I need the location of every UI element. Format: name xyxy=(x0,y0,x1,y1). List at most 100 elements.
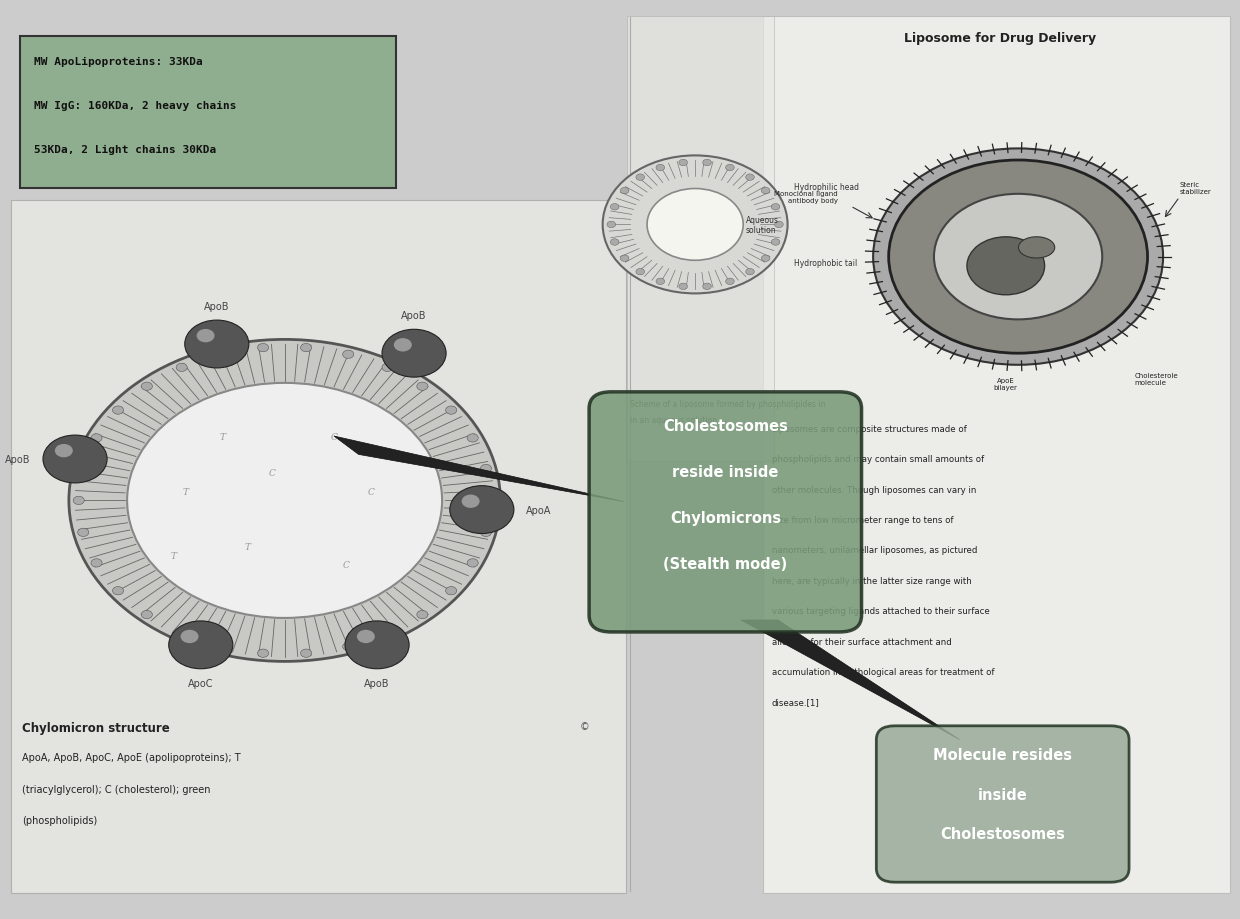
Text: nanometers, unilamellar liposomes, as pictured: nanometers, unilamellar liposomes, as pi… xyxy=(771,546,977,555)
Text: phospholipids and may contain small amounts of: phospholipids and may contain small amou… xyxy=(771,455,983,464)
Circle shape xyxy=(603,156,787,294)
Circle shape xyxy=(55,445,73,458)
FancyBboxPatch shape xyxy=(589,392,862,632)
Text: C: C xyxy=(269,469,275,478)
FancyBboxPatch shape xyxy=(20,37,396,188)
Text: T: T xyxy=(184,487,188,496)
Ellipse shape xyxy=(258,344,269,352)
Text: ApoB: ApoB xyxy=(402,311,427,321)
Ellipse shape xyxy=(73,496,84,505)
Ellipse shape xyxy=(141,382,153,391)
Text: various targeting ligands attached to their surface: various targeting ligands attached to th… xyxy=(771,607,990,616)
Text: ©: © xyxy=(579,721,589,732)
Ellipse shape xyxy=(480,528,491,537)
Text: T: T xyxy=(244,542,250,551)
Text: Hydrophobic tail: Hydrophobic tail xyxy=(794,258,857,267)
Ellipse shape xyxy=(636,175,645,181)
Text: here, are typically in the latter size range with: here, are typically in the latter size r… xyxy=(771,576,971,585)
Ellipse shape xyxy=(91,435,102,443)
Ellipse shape xyxy=(300,344,311,352)
Circle shape xyxy=(382,330,446,378)
Ellipse shape xyxy=(485,496,496,505)
Circle shape xyxy=(185,321,249,369)
Text: ApoA, ApoB, ApoC, ApoE (apolipoproteins); T: ApoA, ApoB, ApoC, ApoE (apolipoproteins)… xyxy=(22,753,241,763)
Ellipse shape xyxy=(300,650,311,658)
Text: Cholesterole
molecule: Cholesterole molecule xyxy=(1135,373,1178,386)
Ellipse shape xyxy=(445,587,456,596)
FancyBboxPatch shape xyxy=(627,17,774,461)
Circle shape xyxy=(461,495,480,508)
Text: in an aqueous solution.: in an aqueous solution. xyxy=(630,415,719,425)
Text: C: C xyxy=(367,487,374,496)
Text: Aqueous
solution: Aqueous solution xyxy=(746,215,779,235)
Ellipse shape xyxy=(761,188,770,195)
Text: C: C xyxy=(342,561,350,570)
Text: reside inside: reside inside xyxy=(672,464,779,479)
Text: ApoE
bilayer: ApoE bilayer xyxy=(993,378,1018,391)
Ellipse shape xyxy=(606,222,615,229)
Text: Chylomicrons: Chylomicrons xyxy=(670,510,781,525)
FancyBboxPatch shape xyxy=(11,200,626,893)
Ellipse shape xyxy=(113,587,124,596)
Circle shape xyxy=(181,630,198,643)
Ellipse shape xyxy=(678,284,687,290)
Circle shape xyxy=(934,195,1102,320)
Ellipse shape xyxy=(78,465,89,473)
Ellipse shape xyxy=(703,160,712,166)
Text: Cholestosomes: Cholestosomes xyxy=(663,418,787,433)
Circle shape xyxy=(345,621,409,669)
Circle shape xyxy=(873,149,1163,366)
Text: Liposome for Drug Delivery: Liposome for Drug Delivery xyxy=(904,32,1096,45)
Text: accumulation in pathological areas for treatment of: accumulation in pathological areas for t… xyxy=(771,667,994,676)
Ellipse shape xyxy=(216,642,227,651)
Ellipse shape xyxy=(620,255,629,262)
Ellipse shape xyxy=(342,351,353,359)
Polygon shape xyxy=(742,620,960,740)
Ellipse shape xyxy=(445,406,456,414)
Circle shape xyxy=(394,339,412,352)
Ellipse shape xyxy=(480,465,491,473)
Text: disease.[1]: disease.[1] xyxy=(771,698,820,707)
Text: (Stealth mode): (Stealth mode) xyxy=(663,556,787,571)
Ellipse shape xyxy=(656,278,665,285)
Ellipse shape xyxy=(258,650,269,658)
Circle shape xyxy=(889,161,1147,354)
Ellipse shape xyxy=(610,240,619,246)
Text: C: C xyxy=(331,432,337,441)
Text: size from low micrometer range to tens of: size from low micrometer range to tens o… xyxy=(771,516,954,525)
Ellipse shape xyxy=(216,351,227,359)
Circle shape xyxy=(357,630,374,643)
Text: ApoB: ApoB xyxy=(205,301,229,312)
Circle shape xyxy=(43,436,107,483)
Text: other molecules. Though liposomes can vary in: other molecules. Though liposomes can va… xyxy=(771,485,976,494)
Text: MW ApoLipoproteins: 33KDa: MW ApoLipoproteins: 33KDa xyxy=(35,57,203,67)
Ellipse shape xyxy=(91,559,102,567)
Ellipse shape xyxy=(775,222,784,229)
Text: inside: inside xyxy=(978,787,1028,801)
Circle shape xyxy=(450,486,513,534)
Ellipse shape xyxy=(678,160,687,166)
Circle shape xyxy=(169,621,233,669)
Ellipse shape xyxy=(342,642,353,651)
Ellipse shape xyxy=(745,175,754,181)
Ellipse shape xyxy=(620,188,629,195)
Ellipse shape xyxy=(656,165,665,172)
Ellipse shape xyxy=(113,406,124,414)
Circle shape xyxy=(647,189,743,261)
Text: ApoB: ApoB xyxy=(5,455,31,464)
Text: allowing for their surface attachment and: allowing for their surface attachment an… xyxy=(771,637,951,646)
Circle shape xyxy=(197,330,215,343)
Ellipse shape xyxy=(417,382,428,391)
Text: Steric
stabilizer: Steric stabilizer xyxy=(1179,182,1211,195)
Text: ApoC: ApoC xyxy=(188,678,213,688)
Ellipse shape xyxy=(771,240,780,246)
Ellipse shape xyxy=(467,559,479,567)
Ellipse shape xyxy=(417,611,428,619)
Ellipse shape xyxy=(636,269,645,276)
Ellipse shape xyxy=(382,630,393,638)
Circle shape xyxy=(128,383,443,618)
Ellipse shape xyxy=(610,204,619,210)
Text: Scheme of a liposome formed by phospholipides in: Scheme of a liposome formed by phospholi… xyxy=(630,400,826,409)
Ellipse shape xyxy=(771,204,780,210)
Ellipse shape xyxy=(1018,237,1055,259)
